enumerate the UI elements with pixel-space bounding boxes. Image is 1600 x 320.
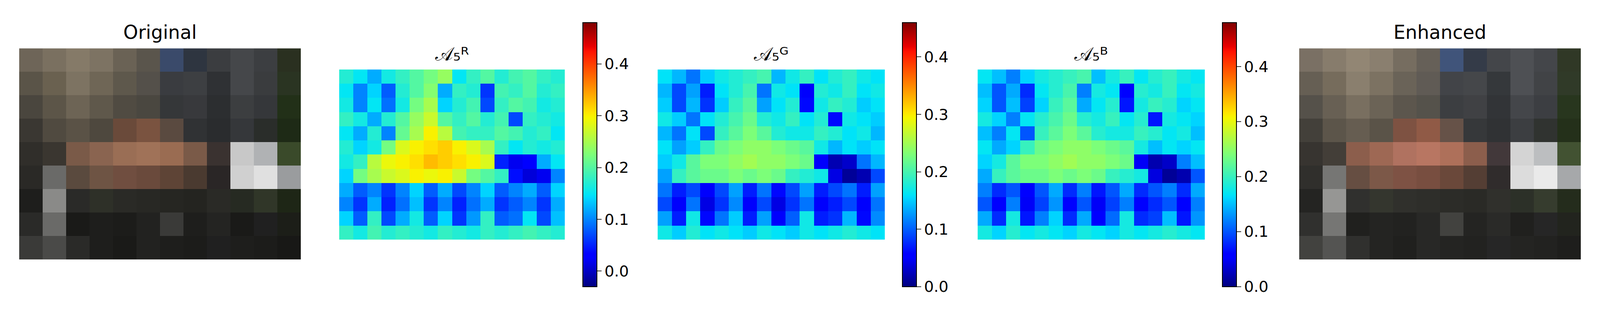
svg-text:0.1: 0.1: [1244, 222, 1269, 241]
svg-text:Original: Original: [123, 21, 197, 44]
svg-text:𝒜₅ᴿ: 𝒜₅ᴿ: [435, 43, 469, 65]
svg-text:0.2: 0.2: [924, 162, 949, 181]
svg-text:0.2: 0.2: [604, 158, 629, 177]
svg-text:𝒜₅ᴮ: 𝒜₅ᴮ: [1074, 43, 1109, 65]
svg-text:0.2: 0.2: [1244, 167, 1269, 186]
svg-text:0.4: 0.4: [604, 55, 629, 73]
svg-text:𝒜₅ᴳ: 𝒜₅ᴳ: [753, 43, 789, 65]
svg-text:0.1: 0.1: [924, 220, 949, 239]
svg-text:0.3: 0.3: [924, 105, 949, 124]
svg-text:0.0: 0.0: [924, 277, 949, 296]
svg-text:Enhanced: Enhanced: [1393, 21, 1487, 44]
svg-text:0.0: 0.0: [1244, 277, 1269, 296]
svg-text:0.4: 0.4: [924, 48, 949, 66]
svg-text:0.4: 0.4: [1244, 58, 1269, 76]
svg-text:0.3: 0.3: [604, 107, 629, 125]
svg-text:0.0: 0.0: [604, 262, 629, 280]
svg-text:0.1: 0.1: [604, 210, 629, 229]
svg-text:0.3: 0.3: [1244, 112, 1269, 131]
